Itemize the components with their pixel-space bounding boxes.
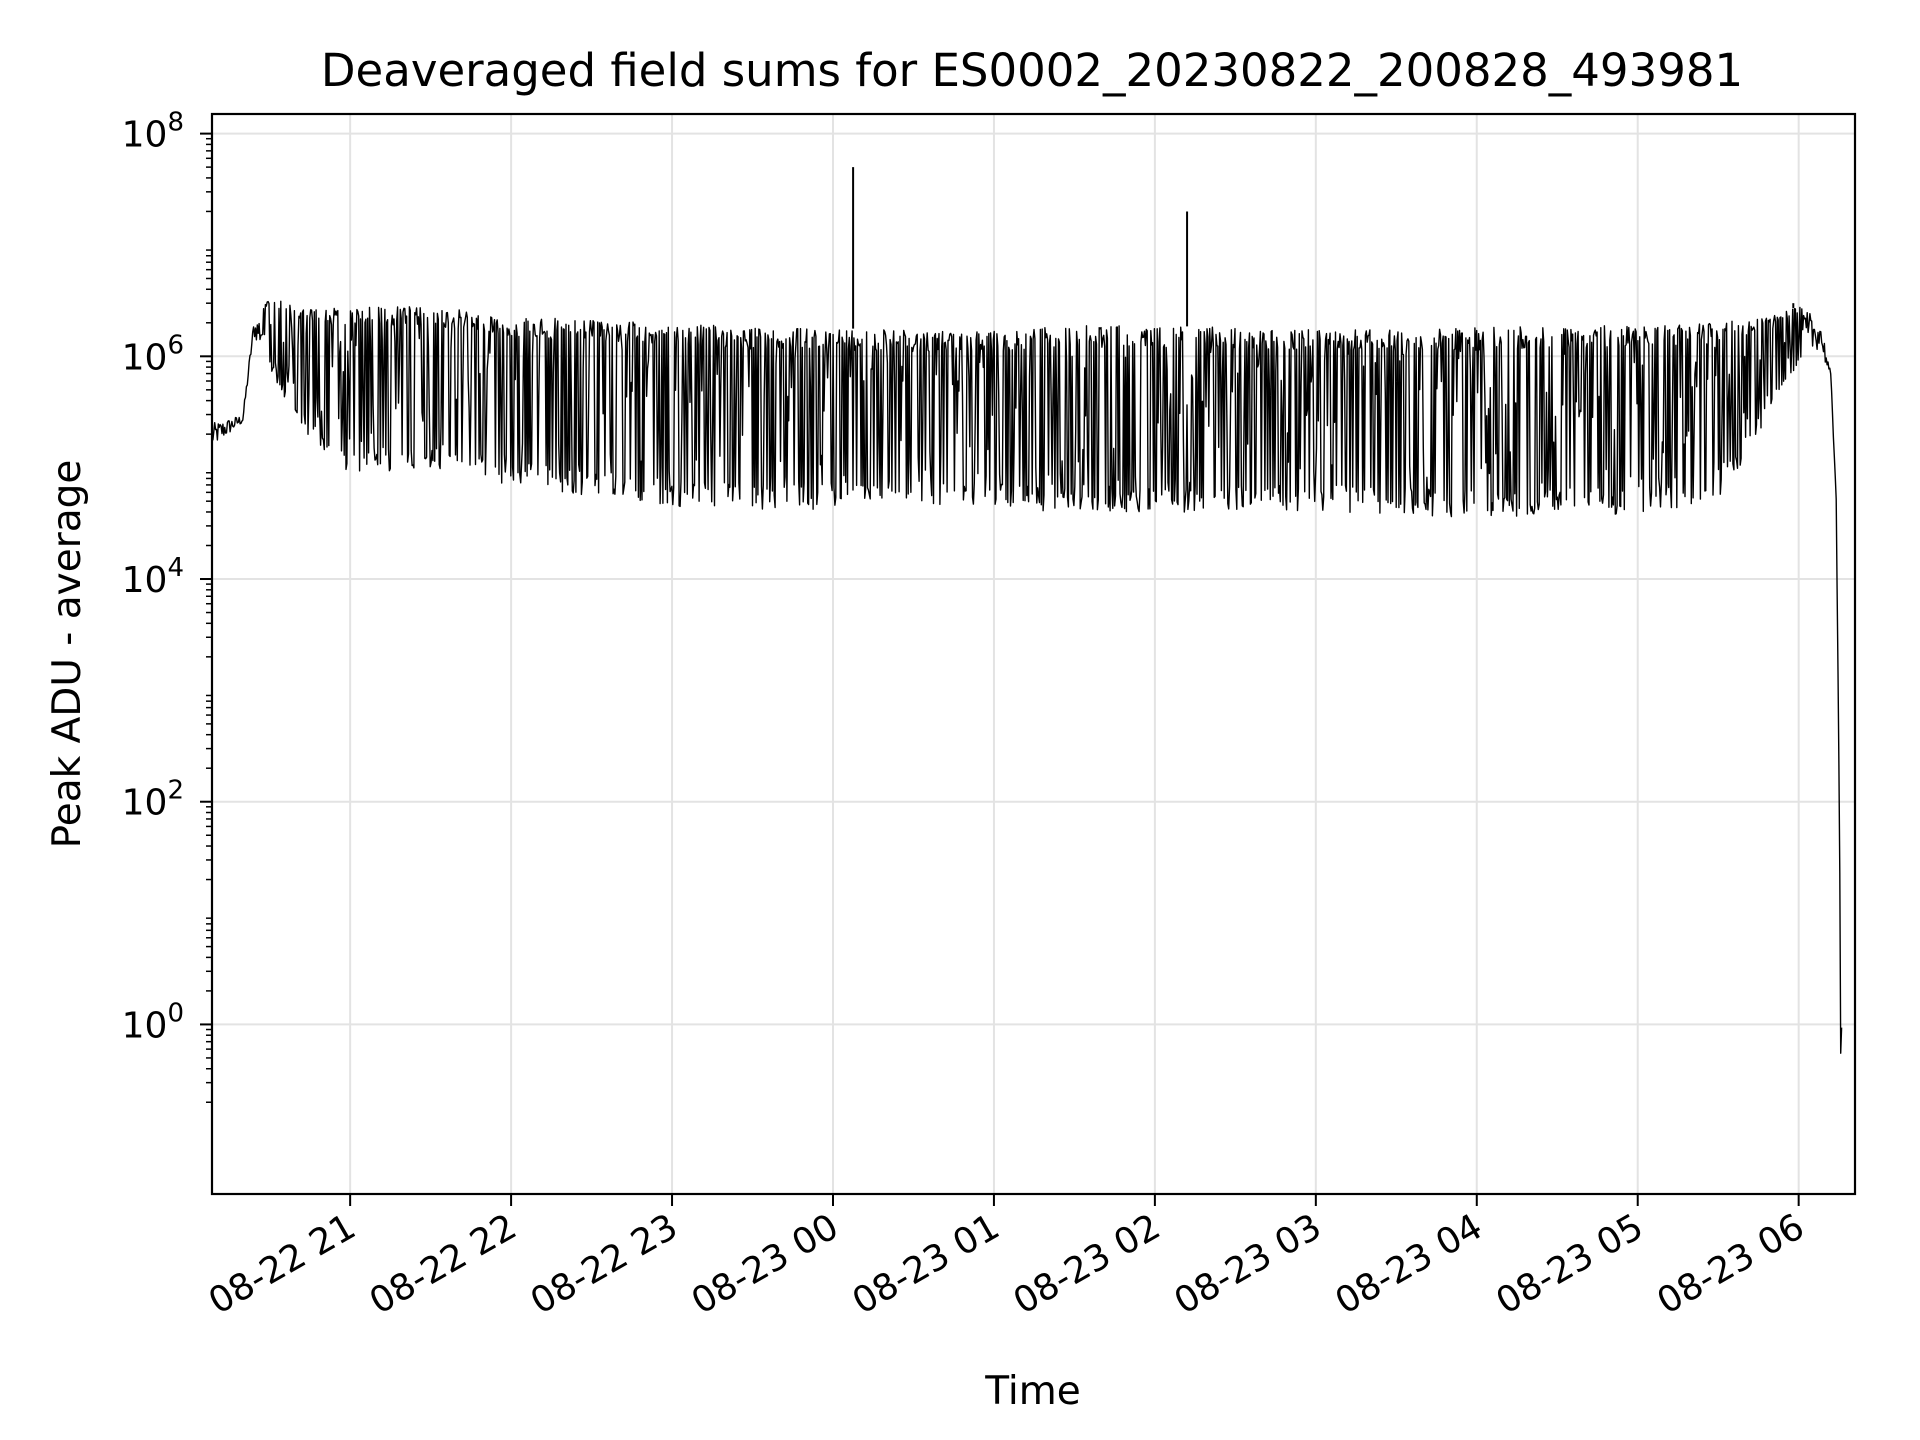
- y-tick-label: 100: [122, 998, 184, 1046]
- chart-title: Deaveraged field sums for ES0002_2023082…: [321, 44, 1743, 97]
- y-tick-base: 10: [122, 1005, 168, 1046]
- y-tick-exponent: 2: [167, 776, 184, 806]
- y-tick-exponent: 6: [167, 330, 184, 360]
- series-line: [211, 300, 1843, 1054]
- series-layer: [211, 167, 1843, 1054]
- y-tick-label: 104: [122, 553, 184, 601]
- y-tick-exponent: 0: [167, 998, 184, 1028]
- y-tick-exponent: 8: [167, 108, 184, 138]
- x-axis-label: Time: [984, 1369, 1080, 1414]
- y-tick-base: 10: [122, 115, 168, 156]
- y-tick-label: 106: [122, 330, 184, 378]
- y-axis-label: Peak ADU - average: [45, 460, 90, 849]
- y-tick-label: 108: [122, 108, 184, 156]
- y-tick-base: 10: [122, 337, 168, 378]
- y-tick-base: 10: [122, 783, 168, 824]
- y-tick-label: 102: [122, 776, 184, 824]
- y-tick-exponent: 4: [167, 553, 184, 583]
- y-tick-base: 10: [122, 560, 168, 601]
- plot-frame: [210, 112, 1857, 1196]
